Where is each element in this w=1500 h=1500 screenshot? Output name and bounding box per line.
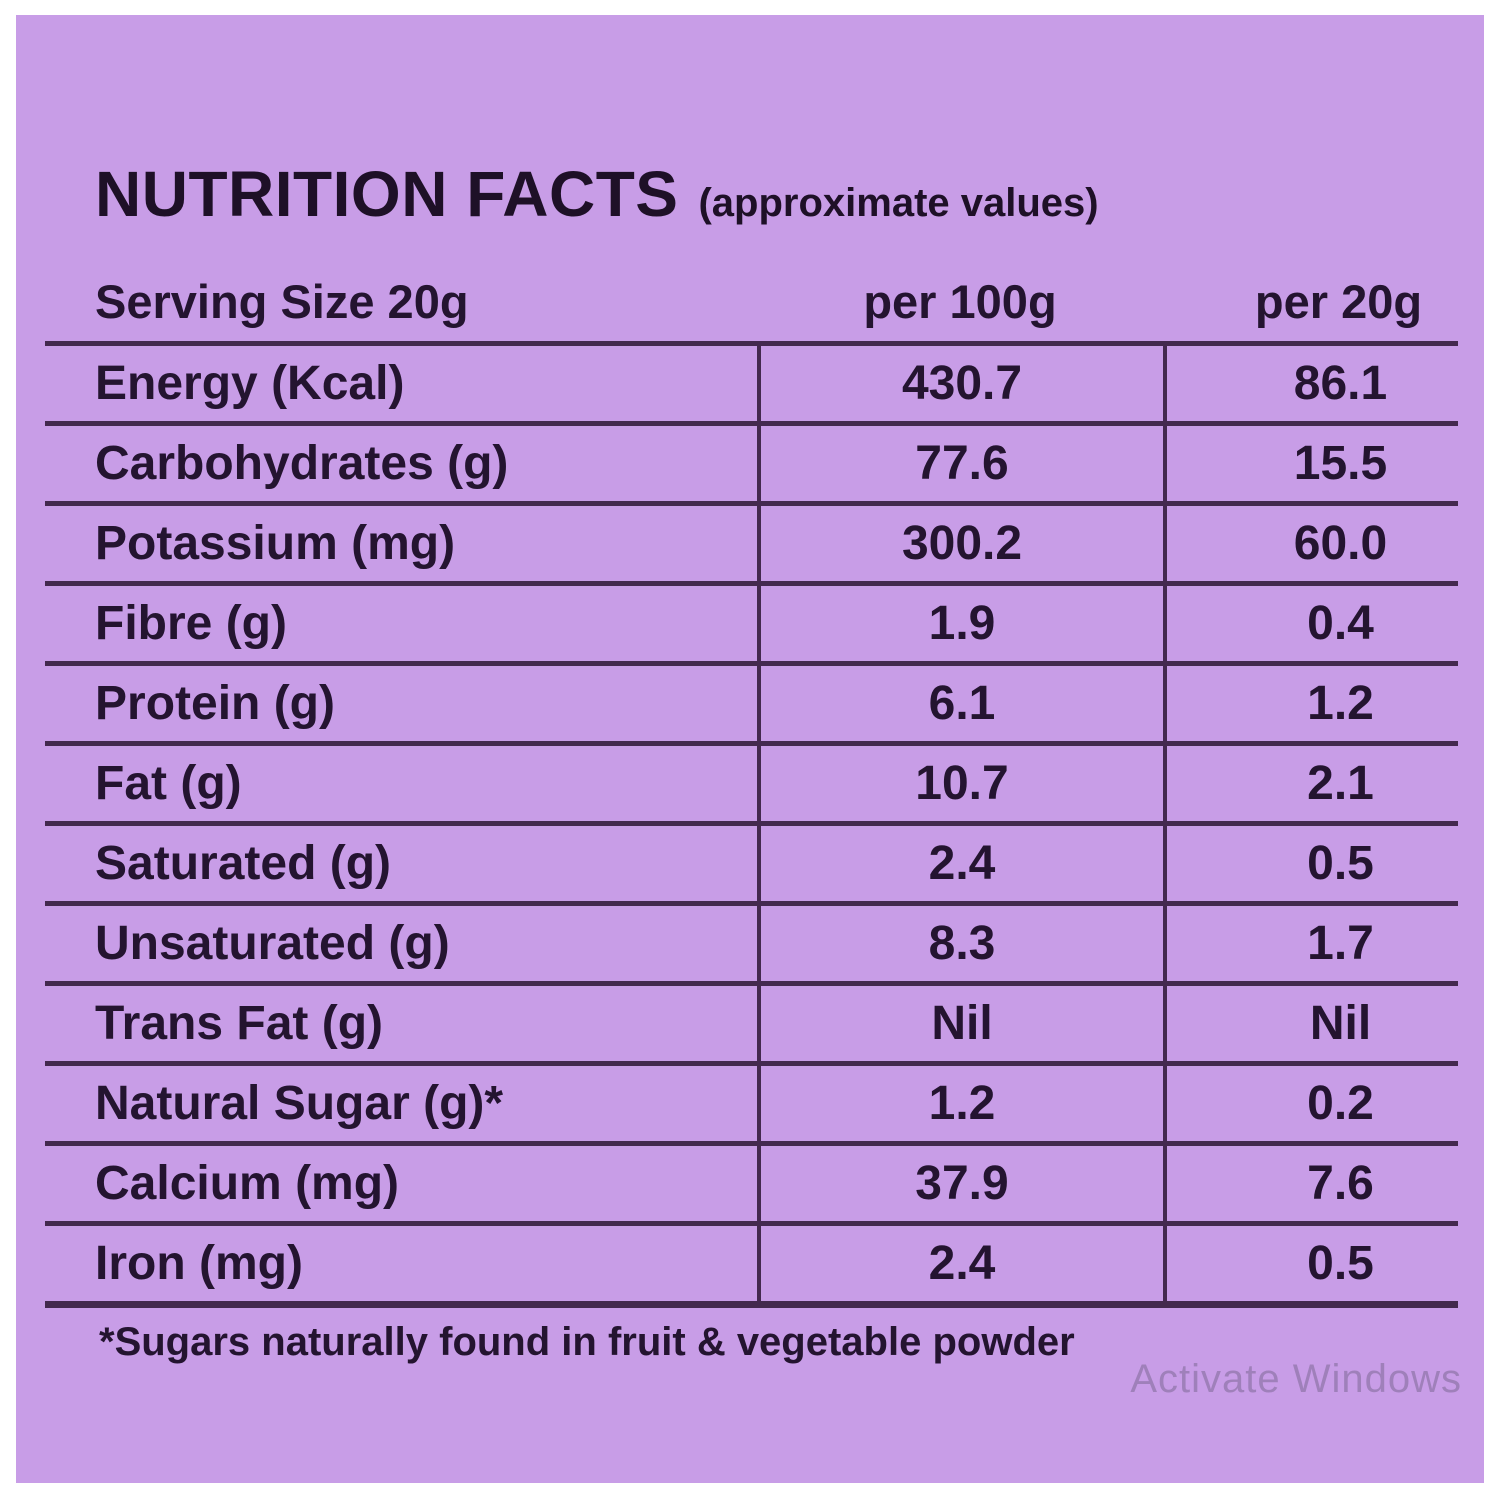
serving-size-label: Serving Size 20g [95, 274, 469, 328]
value-per-20g: 7.6 [1163, 1146, 1458, 1221]
value-per-100g: 77.6 [757, 426, 1163, 501]
value-per-20g: 86.1 [1163, 346, 1458, 421]
nutrient-name: Fibre (g) [95, 597, 287, 650]
sugar-footnote: *Sugars naturally found in fruit & veget… [99, 1320, 1075, 1364]
value-per-20g: 60.0 [1163, 506, 1458, 581]
value-per-100g: 6.1 [757, 666, 1163, 741]
table-row-carbohydrates: Carbohydrates (g) 77.6 15.5 [45, 426, 1458, 506]
table-row-iron: Iron (mg) 2.4 0.5 [45, 1226, 1458, 1301]
nutrient-name: Protein (g) [95, 677, 335, 730]
nutrition-table: Energy (Kcal) 430.7 86.1 Carbohydrates (… [45, 341, 1458, 1308]
value-per-100g: 2.4 [757, 1226, 1163, 1301]
value-per-20g: 1.2 [1163, 666, 1458, 741]
panel-header: NUTRITION FACTS (approximate values) [95, 157, 1099, 231]
nutrient-name: Unsaturated (g) [95, 917, 450, 970]
nutrient-name: Trans Fat (g) [95, 997, 384, 1050]
value-per-100g: 300.2 [757, 506, 1163, 581]
nutrient-name: Potassium (mg) [95, 517, 456, 570]
table-row-fibre: Fibre (g) 1.9 0.4 [45, 586, 1458, 666]
nutrient-name: Natural Sugar (g)* [95, 1077, 504, 1130]
table-header-row: Serving Size 20g per 100g per 20g [45, 263, 1458, 339]
value-per-20g: 15.5 [1163, 426, 1458, 501]
panel-title: NUTRITION FACTS [95, 158, 679, 230]
table-row-saturated: Saturated (g) 2.4 0.5 [45, 826, 1458, 906]
value-per-100g: 37.9 [757, 1146, 1163, 1221]
value-per-20g: 2.1 [1163, 746, 1458, 821]
nutrient-name: Fat (g) [95, 757, 242, 810]
value-per-100g: 8.3 [757, 906, 1163, 981]
value-per-20g: 0.5 [1163, 826, 1458, 901]
value-per-20g: Nil [1163, 986, 1458, 1061]
table-row-unsaturated: Unsaturated (g) 8.3 1.7 [45, 906, 1458, 986]
table-row-calcium: Calcium (mg) 37.9 7.6 [45, 1146, 1458, 1226]
nutrient-name: Saturated (g) [95, 837, 392, 890]
value-per-100g: Nil [757, 986, 1163, 1061]
nutrient-name: Calcium (mg) [95, 1157, 400, 1210]
value-per-20g: 0.2 [1163, 1066, 1458, 1141]
column-header-per-20g: per 20g [1254, 274, 1423, 328]
nutrition-panel: NUTRITION FACTS (approximate values) Ser… [16, 15, 1484, 1483]
table-row-fat: Fat (g) 10.7 2.1 [45, 746, 1458, 826]
nutrient-name: Iron (mg) [95, 1237, 303, 1290]
column-header-per-100g: per 100g [863, 274, 1057, 328]
table-row-trans-fat: Trans Fat (g) Nil Nil [45, 986, 1458, 1066]
table-row-natural-sugar: Natural Sugar (g)* 1.2 0.2 [45, 1066, 1458, 1146]
nutrient-name: Energy (Kcal) [95, 357, 405, 410]
value-per-100g: 2.4 [757, 826, 1163, 901]
activate-windows-watermark: Activate Windows [1130, 1357, 1462, 1401]
value-per-20g: 1.7 [1163, 906, 1458, 981]
nutrient-name: Carbohydrates (g) [95, 437, 509, 490]
value-per-20g: 0.5 [1163, 1226, 1458, 1301]
value-per-100g: 10.7 [757, 746, 1163, 821]
value-per-100g: 1.2 [757, 1066, 1163, 1141]
table-row-energy: Energy (Kcal) 430.7 86.1 [45, 346, 1458, 426]
value-per-100g: 1.9 [757, 586, 1163, 661]
panel-subtitle: (approximate values) [698, 181, 1099, 225]
table-row-protein: Protein (g) 6.1 1.2 [45, 666, 1458, 746]
value-per-100g: 430.7 [757, 346, 1163, 421]
table-row-potassium: Potassium (mg) 300.2 60.0 [45, 506, 1458, 586]
value-per-20g: 0.4 [1163, 586, 1458, 661]
